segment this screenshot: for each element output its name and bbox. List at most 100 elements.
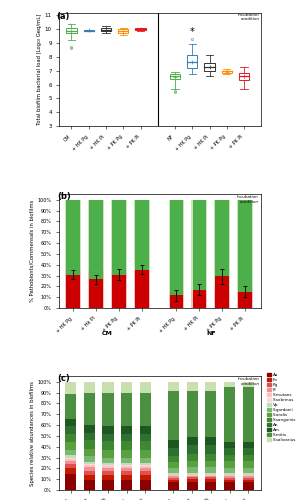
Bar xyxy=(140,392,151,426)
Bar xyxy=(205,482,217,490)
Bar xyxy=(102,382,114,392)
Bar xyxy=(84,432,95,440)
Text: (b): (b) xyxy=(57,192,71,201)
Bar xyxy=(140,475,151,480)
Bar xyxy=(170,200,183,295)
Bar xyxy=(111,200,127,270)
Bar xyxy=(215,200,229,276)
Bar xyxy=(205,476,217,478)
Bar xyxy=(205,478,217,480)
Bar xyxy=(192,290,206,308)
Bar xyxy=(243,476,254,478)
Bar xyxy=(121,468,132,470)
Bar xyxy=(84,480,95,490)
Bar xyxy=(65,270,81,308)
Bar xyxy=(65,458,76,461)
Bar xyxy=(170,74,180,79)
Bar xyxy=(102,442,114,450)
Bar xyxy=(102,480,114,490)
Bar xyxy=(102,463,114,465)
Bar xyxy=(88,270,104,308)
Bar xyxy=(215,276,229,308)
Bar xyxy=(140,442,151,450)
Bar xyxy=(135,200,149,270)
Bar xyxy=(65,394,76,418)
Bar xyxy=(84,462,95,464)
Bar xyxy=(102,434,114,442)
Bar xyxy=(65,450,76,456)
Bar xyxy=(118,29,128,32)
Text: CM: CM xyxy=(102,331,113,336)
Bar xyxy=(239,73,249,80)
Bar xyxy=(187,472,198,475)
Bar xyxy=(140,463,151,465)
Bar xyxy=(224,482,235,490)
Bar xyxy=(205,480,217,482)
Bar xyxy=(237,292,253,308)
Bar xyxy=(140,426,151,434)
Bar xyxy=(187,468,198,472)
Bar xyxy=(170,295,183,308)
Bar xyxy=(192,292,207,308)
Bar xyxy=(121,434,132,442)
Bar xyxy=(89,280,103,308)
Bar xyxy=(168,482,179,490)
Bar xyxy=(121,480,132,490)
Bar xyxy=(134,270,150,308)
Bar xyxy=(65,200,81,270)
Bar xyxy=(168,468,179,473)
Bar xyxy=(83,30,94,31)
Bar xyxy=(84,468,95,470)
Bar xyxy=(192,200,207,292)
Bar xyxy=(112,200,126,274)
Bar xyxy=(65,442,76,450)
Bar xyxy=(101,28,111,31)
Bar xyxy=(102,468,114,470)
Bar xyxy=(140,466,151,468)
Bar xyxy=(187,478,198,480)
Legend: Aa, Fn, Pg, Pi, S.mutans, S.sobrinus, Vp, S.gordonii, S.oralis, S.sanguinis, An,: Aa, Fn, Pg, Pi, S.mutans, S.sobrinus, Vp… xyxy=(268,372,296,442)
Bar xyxy=(224,442,235,448)
Bar xyxy=(66,200,80,274)
Bar xyxy=(243,468,254,473)
Bar xyxy=(168,475,179,476)
Bar xyxy=(243,388,254,442)
Bar xyxy=(140,465,151,466)
Bar xyxy=(243,382,254,388)
Bar xyxy=(187,461,198,468)
Bar xyxy=(224,448,235,455)
Text: Incubation
condition: Incubation condition xyxy=(238,378,260,386)
Bar xyxy=(121,470,132,475)
Bar xyxy=(168,462,179,468)
Bar xyxy=(187,476,198,478)
Bar xyxy=(65,382,76,394)
Bar xyxy=(187,437,198,446)
Bar xyxy=(65,418,76,426)
Bar xyxy=(168,390,179,440)
Bar xyxy=(187,56,198,68)
Bar xyxy=(84,456,95,462)
Bar xyxy=(84,392,95,425)
Bar xyxy=(205,390,217,437)
Bar xyxy=(135,28,146,30)
Bar xyxy=(224,473,235,475)
Bar xyxy=(204,63,215,70)
Bar xyxy=(224,475,235,476)
Bar xyxy=(84,440,95,449)
Bar xyxy=(224,462,235,468)
Bar xyxy=(192,200,206,290)
Bar xyxy=(168,200,184,292)
Bar xyxy=(168,473,179,475)
Bar xyxy=(243,462,254,468)
Bar xyxy=(121,450,132,458)
Bar xyxy=(168,476,179,478)
Bar xyxy=(112,274,126,308)
Bar xyxy=(205,461,217,468)
Bar xyxy=(102,470,114,475)
Bar xyxy=(121,442,132,450)
Bar xyxy=(66,28,77,34)
Bar xyxy=(121,466,132,468)
Bar xyxy=(243,473,254,475)
Bar xyxy=(121,426,132,434)
Bar xyxy=(187,382,198,390)
